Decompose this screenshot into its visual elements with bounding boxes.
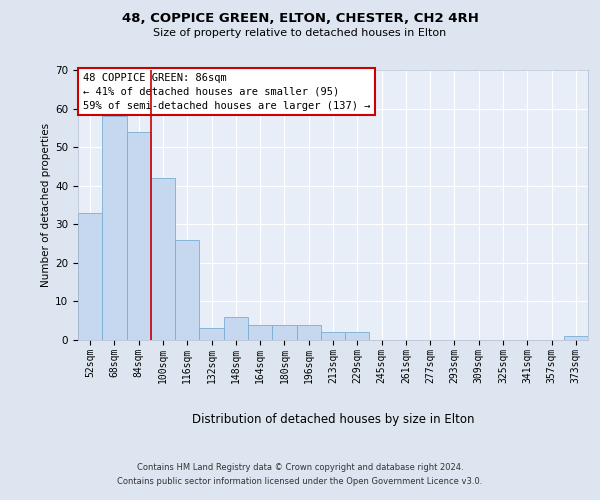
Bar (224, 317, 248, 340)
Bar (151, 178, 175, 340)
Text: Distribution of detached houses by size in Elton: Distribution of detached houses by size … (192, 412, 474, 426)
Bar (199, 328, 224, 340)
Text: 48 COPPICE GREEN: 86sqm
← 41% of detached houses are smaller (95)
59% of semi-de: 48 COPPICE GREEN: 86sqm ← 41% of detache… (83, 72, 371, 110)
Bar (78, 212, 102, 340)
Bar (272, 324, 296, 340)
Bar (248, 324, 272, 340)
Bar (321, 332, 345, 340)
Bar (127, 132, 151, 340)
Bar (564, 336, 588, 340)
Bar (296, 324, 321, 340)
Text: Contains HM Land Registry data © Crown copyright and database right 2024.: Contains HM Land Registry data © Crown c… (137, 462, 463, 471)
Bar (102, 116, 127, 340)
Text: 48, COPPICE GREEN, ELTON, CHESTER, CH2 4RH: 48, COPPICE GREEN, ELTON, CHESTER, CH2 4… (122, 12, 478, 26)
Bar (345, 332, 370, 340)
Y-axis label: Number of detached properties: Number of detached properties (41, 123, 51, 287)
Bar (175, 240, 199, 340)
Text: Size of property relative to detached houses in Elton: Size of property relative to detached ho… (154, 28, 446, 38)
Text: Contains public sector information licensed under the Open Government Licence v3: Contains public sector information licen… (118, 478, 482, 486)
